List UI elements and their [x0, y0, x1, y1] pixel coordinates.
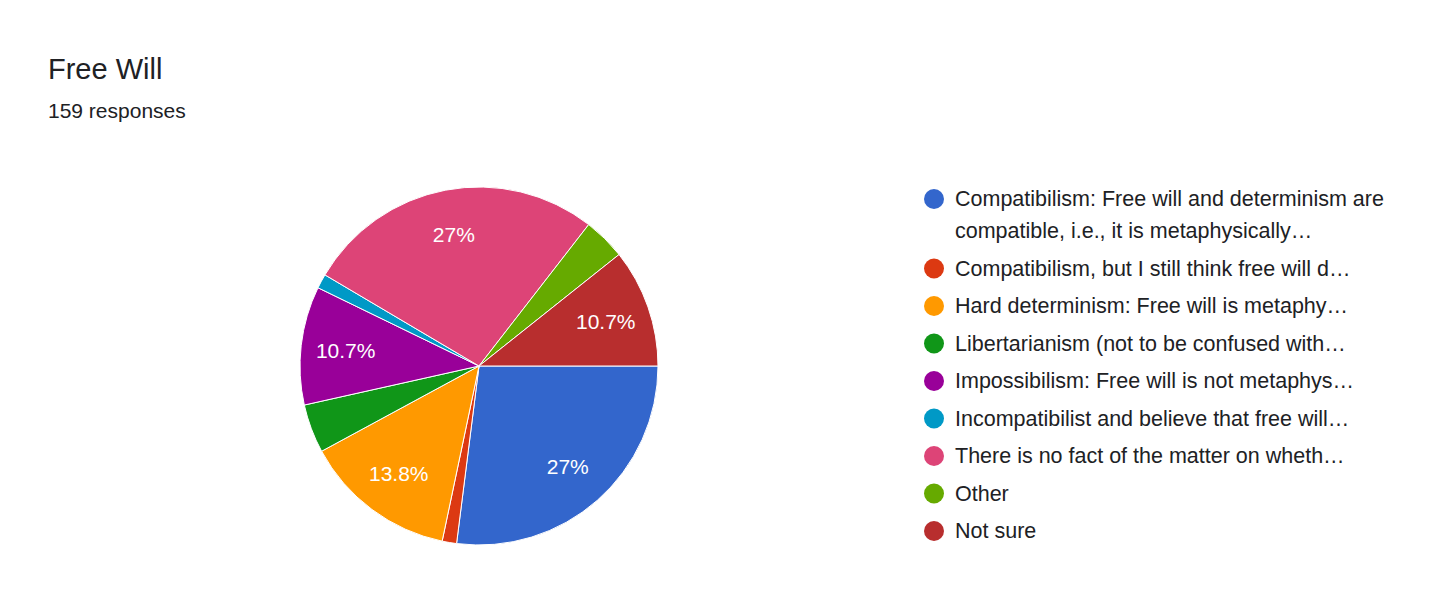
legend-swatch — [924, 334, 944, 354]
data-label: 27% — [433, 223, 475, 246]
legend-line: Libertarianism (not to be confused with… — [955, 332, 1346, 356]
legend-line: Other — [955, 482, 1009, 506]
legend-label: Other — [955, 482, 1009, 506]
chart: Free Will 159 responses 27% 13.8% 10.7% 27% 10… — [0, 0, 1456, 613]
legend-line: Incompatibilist and believe that free wi… — [955, 407, 1349, 431]
legend-label: Impossibilism: Free will is not metaphys… — [955, 369, 1354, 393]
data-labels: 27% 13.8% 10.7% 27% 10.7% — [316, 223, 636, 485]
legend-swatch — [924, 409, 944, 429]
pie-slice — [479, 255, 658, 366]
legend-line: Hard determinism: Free will is metaphy… — [955, 294, 1348, 318]
legend-label: Incompatibilist and believe that free wi… — [955, 407, 1349, 431]
data-label: 10.7% — [576, 310, 636, 333]
legend-line: There is no fact of the matter on wheth… — [955, 444, 1345, 468]
pie-slice — [457, 366, 658, 545]
legend-swatch — [924, 371, 944, 391]
legend-label: Not sure — [955, 519, 1036, 543]
legend-label: Hard determinism: Free will is metaphy… — [955, 294, 1348, 318]
legend-swatch — [924, 446, 944, 466]
legend-line: Not sure — [955, 519, 1036, 543]
data-label: 27% — [547, 455, 589, 478]
data-label: 13.8% — [369, 462, 429, 485]
subtitle: 159 responses — [48, 99, 186, 122]
legend-line: Impossibilism: Free will is not metaphys… — [955, 369, 1354, 393]
legend-line: Compatibilism, but I still think free wi… — [955, 257, 1350, 281]
title: Free Will — [48, 53, 162, 85]
legend-swatch — [924, 259, 944, 279]
legend-swatch — [924, 296, 944, 316]
legend-label: Compatibilism: Free will and determinism… — [955, 187, 1384, 243]
legend: Compatibilism: Free will and determinism… — [924, 187, 1384, 543]
legend-swatch — [924, 521, 944, 541]
legend-swatch — [924, 484, 944, 504]
legend-line: Compatibilism: Free will and determinism… — [955, 187, 1384, 211]
legend-label: There is no fact of the matter on wheth… — [955, 444, 1345, 468]
legend-label: Libertarianism (not to be confused with… — [955, 332, 1346, 356]
legend-label: Compatibilism, but I still think free wi… — [955, 257, 1350, 281]
pie — [300, 187, 658, 545]
data-label: 10.7% — [316, 339, 376, 362]
legend-swatch — [924, 189, 944, 209]
legend-line: compatible, i.e., it is metaphysically… — [955, 219, 1312, 243]
